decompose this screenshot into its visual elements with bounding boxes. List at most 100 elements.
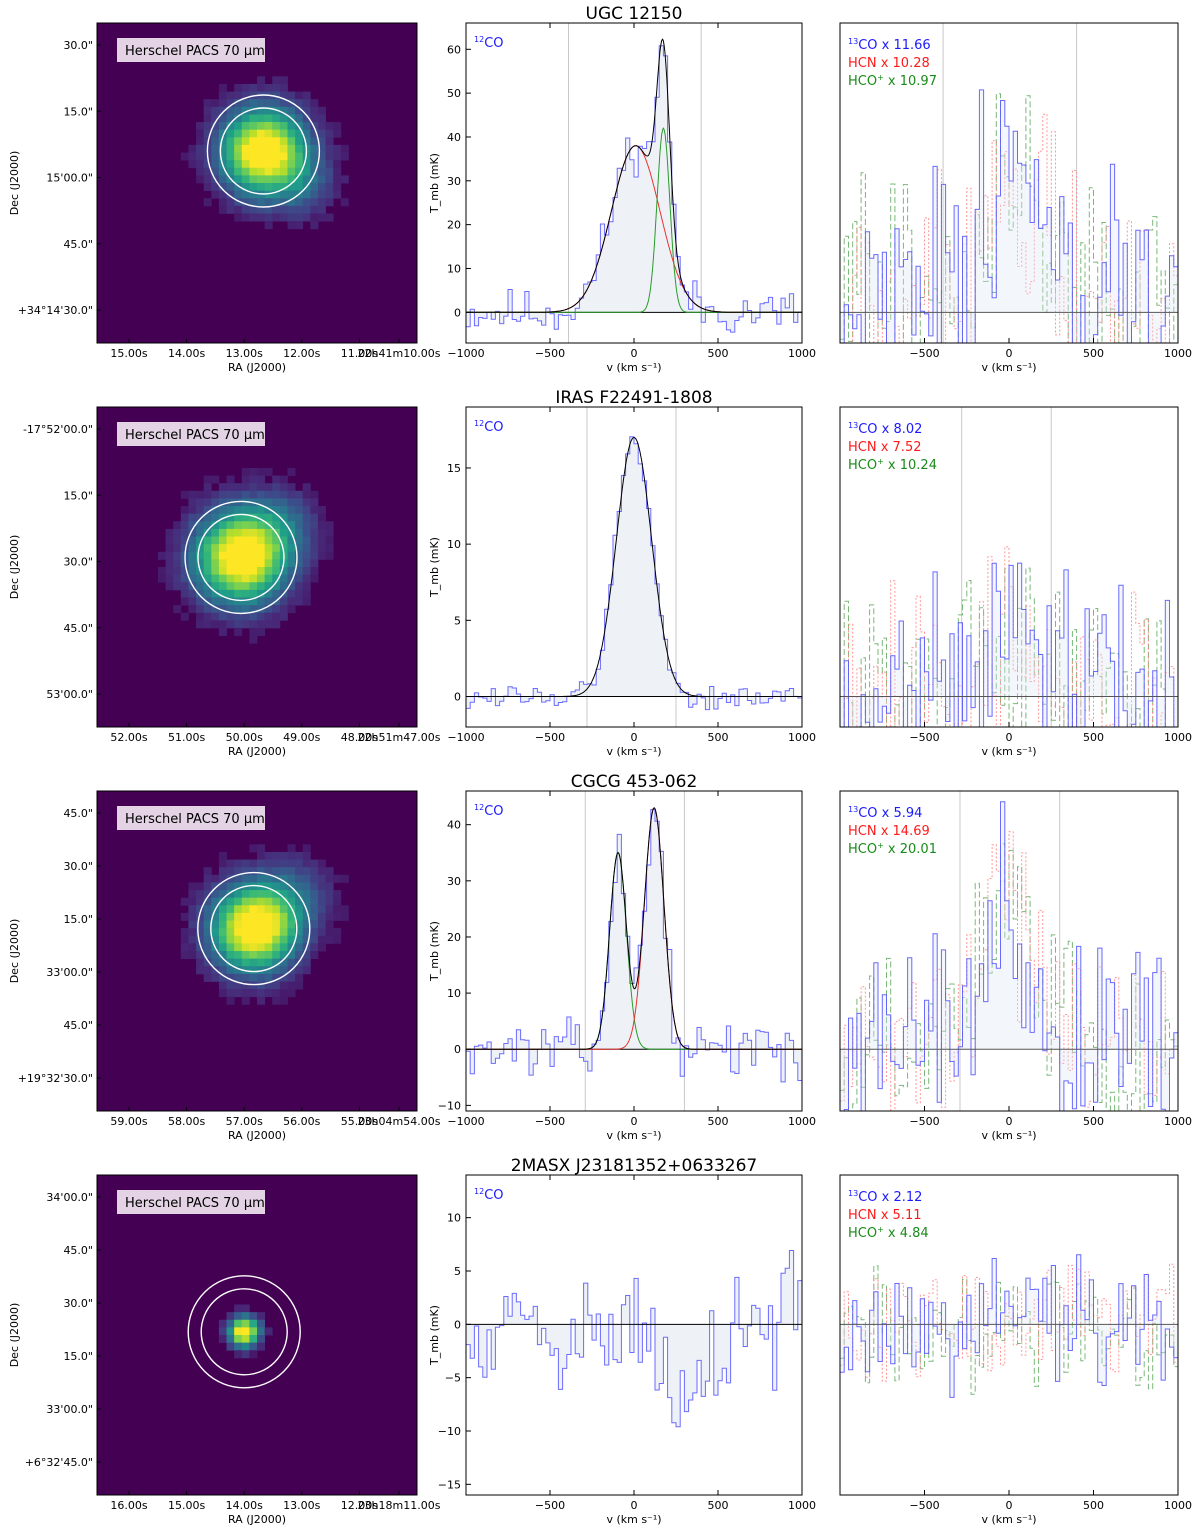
image-pixel [272,882,281,891]
image-pixel [226,91,235,100]
image-pixel [226,551,235,560]
ra-tick-label: 57.00s [226,1115,263,1128]
image-pixel [196,498,205,507]
image-pixel [249,551,258,560]
image-pixel [325,160,334,169]
image-pixel [257,513,266,522]
image-pixel [287,513,296,522]
image-pixel [272,989,281,998]
image-pixel [211,521,220,530]
image-pixel [287,905,296,914]
image-pixel [241,521,250,530]
image-pixel [264,589,273,598]
image-pixel [234,506,243,515]
image-pixel [279,958,288,967]
image-pixel [211,574,220,583]
image-pixel [249,490,258,499]
image-pixel [272,851,281,860]
image-pixel [310,114,319,123]
image-pixel [218,99,227,108]
image-pixel [203,536,212,545]
image-pixel [241,928,250,937]
image-pixel [272,935,281,944]
image-pixel [302,574,311,583]
image-pixel [287,506,296,515]
image-pixel [302,205,311,214]
image-pixel [249,1312,258,1321]
x-tick-label: −500 [535,347,565,360]
image-pixel [317,175,326,184]
image-pixel [302,597,311,606]
image-pixel [241,106,250,115]
image-pixel [180,574,189,583]
image-pixel [257,874,266,883]
image-pixel [226,152,235,161]
image-pixel [279,567,288,576]
image-pixel [241,567,250,576]
image-pixel [272,83,281,92]
image-pixel [234,890,243,899]
image-pixel [287,589,296,598]
image-pixel [241,958,250,967]
image-pixel [234,951,243,960]
image-pixel [226,989,235,998]
image-label: Herschel PACS 70 μm [125,428,265,443]
image-pixel [287,859,296,868]
image-pixel [226,198,235,207]
image-pixel [310,536,319,545]
image-pixel [249,152,258,161]
image-pixel [287,152,296,161]
image-pixel [249,213,258,222]
dense-spectrum [840,843,1178,1111]
image-pixel [226,867,235,876]
image-pixel [241,513,250,522]
image-pixel [211,912,220,921]
image-pixel [295,912,304,921]
image-pixel [264,122,273,131]
image-pixel [272,114,281,123]
image-pixel [264,582,273,591]
image-pixel [234,612,243,621]
image-pixel [211,582,220,591]
image-pixel [249,160,258,169]
dense-spectrum [840,831,1178,1111]
y-tick-label: 0 [454,1318,461,1331]
dec-tick-label: 15.0" [63,105,93,118]
pacs-image-panel: Herschel PACS 70 μm 15.00s 14.00s 13.00s 12.… [8,22,441,374]
image-pixel [211,536,220,545]
image-pixel [226,129,235,138]
y-tick-label: 15 [447,462,461,475]
image-pixel [302,137,311,146]
ra-tick-label: 15.00s [168,1499,205,1512]
dec-tick-label: 30.0" [63,1297,93,1310]
image-pixel [257,521,266,530]
image-pixel [203,973,212,982]
image-pixel [218,506,227,515]
image-pixel [257,912,266,921]
image-pixel [295,890,304,899]
image-pixel [173,559,182,568]
image-pixel [241,612,250,621]
image-pixel [317,867,326,876]
image-pixel [279,137,288,146]
image-pixel [241,99,250,108]
image-pixel [226,528,235,537]
image-pixel [218,106,227,115]
image-pixel [264,897,273,906]
dec-tick-label: 15.0" [63,913,93,926]
image-pixel [218,1319,227,1328]
image-pixel [310,567,319,576]
image-pixel [241,83,250,92]
image-pixel [272,205,281,214]
image-pixel [180,544,189,553]
image-pixel [188,513,197,522]
image-pixel [249,951,258,960]
x-tick-label: 500 [708,731,729,744]
image-pixel [196,490,205,499]
image-pixel [226,996,235,1005]
image-pixel [302,890,311,899]
image-pixel [257,129,266,138]
image-pixel [218,981,227,990]
image-pixel [272,920,281,929]
image-pixel [302,935,311,944]
